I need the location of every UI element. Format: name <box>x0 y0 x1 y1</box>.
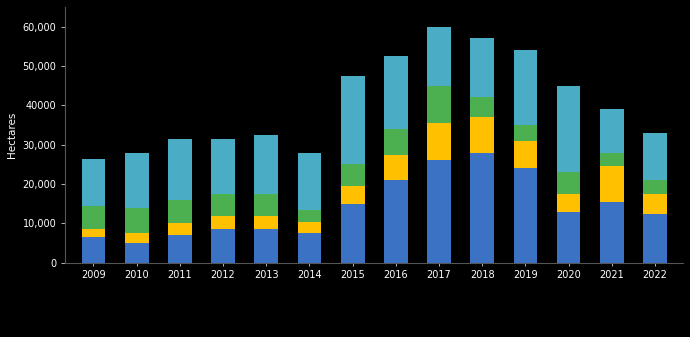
Bar <box>168 139 192 200</box>
Bar <box>297 153 322 210</box>
Bar <box>600 202 624 263</box>
Bar <box>168 200 192 223</box>
Bar <box>557 194 580 212</box>
Bar <box>341 186 364 204</box>
Bar <box>211 216 235 229</box>
Bar <box>600 153 624 166</box>
Bar <box>557 86 580 172</box>
Bar <box>255 135 278 194</box>
Bar <box>384 180 408 263</box>
Bar <box>297 221 322 233</box>
Bar <box>168 223 192 235</box>
Bar <box>341 204 364 263</box>
Bar <box>513 168 538 263</box>
Bar <box>384 155 408 180</box>
Bar <box>211 139 235 194</box>
Bar <box>297 233 322 263</box>
Bar <box>513 141 538 168</box>
Bar <box>341 76 364 164</box>
Bar <box>125 233 148 243</box>
Bar <box>557 172 580 194</box>
Bar <box>384 56 408 129</box>
Bar <box>513 125 538 141</box>
Bar <box>341 164 364 186</box>
Bar <box>643 214 667 263</box>
Bar <box>255 216 278 229</box>
Bar <box>427 86 451 123</box>
Bar <box>471 38 494 97</box>
Bar <box>125 208 148 233</box>
Bar <box>471 153 494 263</box>
Bar <box>81 229 106 237</box>
Bar <box>125 243 148 263</box>
Bar <box>168 235 192 263</box>
Bar <box>643 180 667 194</box>
Bar <box>471 117 494 153</box>
Bar <box>297 210 322 221</box>
Bar <box>81 237 106 263</box>
Bar <box>643 133 667 180</box>
Bar <box>600 166 624 202</box>
Bar <box>643 194 667 214</box>
Bar <box>427 160 451 263</box>
Bar <box>211 194 235 216</box>
Bar <box>81 206 106 229</box>
Y-axis label: Hectares: Hectares <box>7 112 17 158</box>
Bar <box>211 229 235 263</box>
Bar <box>600 109 624 153</box>
Bar <box>125 153 148 208</box>
Bar <box>427 27 451 86</box>
Bar <box>255 229 278 263</box>
Bar <box>427 123 451 160</box>
Bar <box>471 97 494 117</box>
Bar <box>81 158 106 206</box>
Bar <box>255 194 278 216</box>
Bar <box>513 50 538 125</box>
Bar <box>557 212 580 263</box>
Bar <box>384 129 408 155</box>
